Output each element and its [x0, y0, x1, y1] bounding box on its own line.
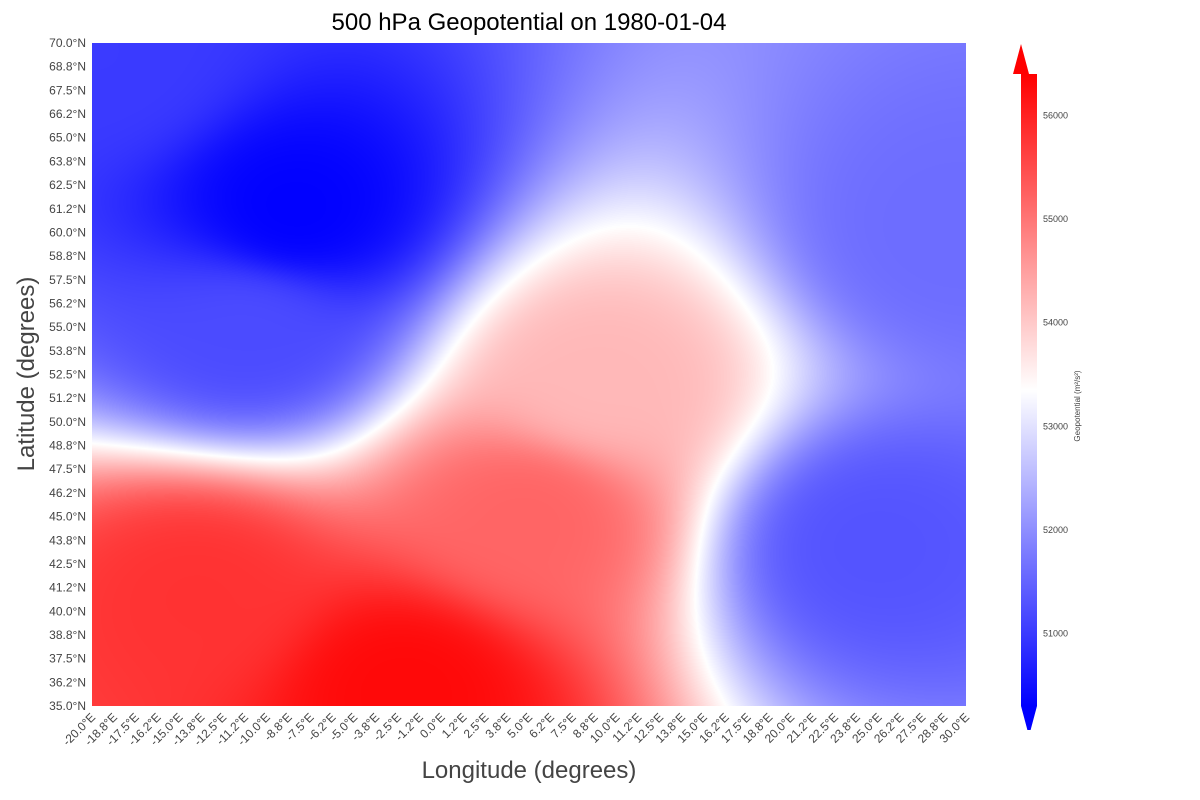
chart-title: 500 hPa Geopotential on 1980-01-04 — [331, 9, 727, 36]
y-tick-label: 60.0°N — [49, 225, 86, 239]
colorbar-gradient — [1021, 74, 1037, 706]
y-tick-label: 35.0°N — [49, 699, 86, 713]
y-tick-label: 40.0°N — [49, 604, 86, 618]
y-tick-label: 46.2°N — [49, 486, 86, 500]
y-tick-label: 51.2°N — [49, 391, 86, 405]
y-tick-label: 48.8°N — [49, 439, 86, 453]
y-tick-label: 52.5°N — [49, 368, 86, 382]
y-tick-label: 36.2°N — [49, 675, 86, 689]
y-tick-label: 53.8°N — [49, 344, 86, 358]
y-tick-label: 43.8°N — [49, 533, 86, 547]
colorbar-tick-label: 52000 — [1043, 525, 1068, 535]
y-axis-ticks: 35.0°N 36.2°N 37.5°N 38.8°N 40.0°N 41.2°N 42.5… — [49, 36, 86, 713]
y-tick-label: 41.2°N — [49, 581, 86, 595]
y-tick-label: 38.8°N — [49, 628, 86, 642]
colorbar-ticks: 51000 52000 53000 54000 55000 56000 — [1043, 110, 1068, 638]
y-axis-label: Latitude (degrees) — [13, 276, 40, 472]
y-tick-label: 68.8°N — [49, 60, 86, 74]
y-tick-label: 63.8°N — [49, 154, 86, 168]
y-tick-label: 65.0°N — [49, 131, 86, 145]
y-tick-label: 37.5°N — [49, 652, 86, 666]
colorbar-tick-label: 51000 — [1043, 628, 1068, 638]
y-tick-label: 61.2°N — [49, 202, 86, 216]
x-axis-ticks: -20.0°E-18.8°E-17.5°E-16.2°E-15.0°E-13.8… — [60, 710, 972, 748]
y-tick-label: 70.0°N — [49, 36, 86, 50]
y-tick-label: 67.5°N — [49, 83, 86, 97]
colorbar-min-extend — [1021, 706, 1037, 730]
colorbar-label: Geopotential (m²/s²) — [1073, 370, 1082, 441]
y-tick-label: 56.2°N — [49, 296, 86, 310]
geopotential-heatmap — [92, 43, 966, 706]
colorbar-tick-label: 55000 — [1043, 214, 1068, 224]
y-tick-label: 50.0°N — [49, 415, 86, 429]
x-axis-label: Longitude (degrees) — [421, 757, 637, 784]
colorbar-max-extend — [1013, 44, 1029, 74]
colorbar-tick-label: 56000 — [1043, 110, 1068, 120]
y-tick-label: 42.5°N — [49, 557, 86, 571]
y-tick-label: 45.0°N — [49, 510, 86, 524]
y-tick-label: 66.2°N — [49, 107, 86, 121]
colorbar: 51000 52000 53000 54000 55000 56000 Geopotent… — [1013, 44, 1082, 730]
y-tick-label: 55.0°N — [49, 320, 86, 334]
y-tick-label: 62.5°N — [49, 178, 86, 192]
colorbar-tick-label: 54000 — [1043, 318, 1068, 328]
y-tick-label: 57.5°N — [49, 273, 86, 287]
y-tick-label: 47.5°N — [49, 462, 86, 476]
y-tick-label: 58.8°N — [49, 249, 86, 263]
colorbar-tick-label: 53000 — [1043, 421, 1068, 431]
